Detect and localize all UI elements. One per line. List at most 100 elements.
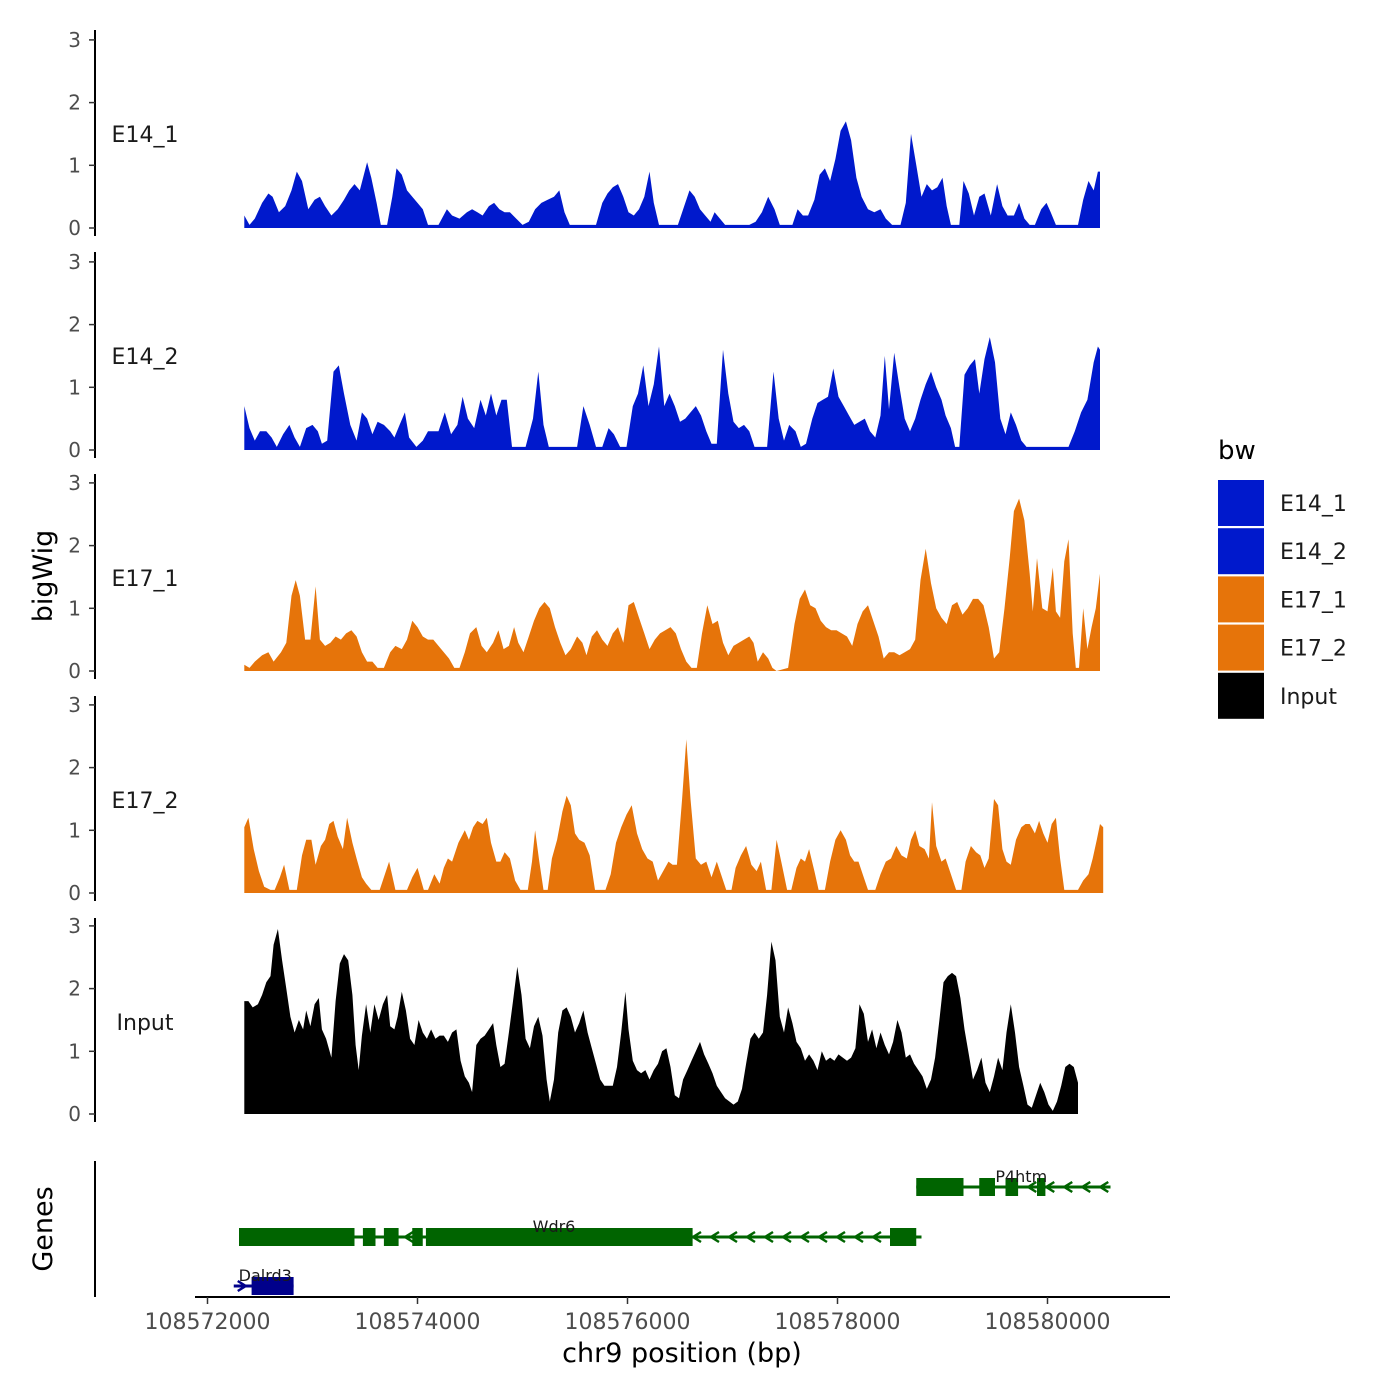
y-tick-label: 3 <box>68 693 81 717</box>
x-tick-label: 108572000 <box>145 1310 271 1335</box>
y-tick-label: 1 <box>68 596 81 620</box>
y-tick-label: 2 <box>68 977 81 1001</box>
y-tick-label: 2 <box>68 756 81 780</box>
y-tick-label: 2 <box>68 313 81 337</box>
y-tick-label: 1 <box>68 818 81 842</box>
legend-item-e17-2: E17_2 <box>1218 624 1347 671</box>
track-label: E14_1 <box>112 123 179 148</box>
y-tick-label: 3 <box>68 28 81 52</box>
legend: bw E14_1 E14_2 E17_1 E17_2 Input <box>1218 436 1347 719</box>
x-tick-label: 108574000 <box>355 1310 481 1335</box>
strand-arrow <box>870 1230 882 1244</box>
track-label: Input <box>117 1011 174 1036</box>
y-tick-label: 2 <box>68 91 81 115</box>
gene-exon <box>383 1228 399 1246</box>
gene-exon <box>916 1178 964 1196</box>
legend-item-input: Input <box>1218 672 1337 719</box>
strand-arrow <box>1025 1180 1037 1194</box>
gene-exon <box>890 1228 917 1246</box>
legend-swatch <box>1218 576 1264 623</box>
strand-arrow <box>816 1230 828 1244</box>
strand-arrow <box>726 1230 738 1244</box>
track-label: E17_1 <box>112 567 179 592</box>
legend-label: E17_2 <box>1280 637 1347 662</box>
legend-label: E17_1 <box>1280 588 1347 613</box>
series-area-e17-2 <box>244 739 1104 893</box>
strand-arrow <box>780 1230 792 1244</box>
strand-arrow <box>690 1230 702 1244</box>
legend-swatch <box>1218 624 1264 671</box>
gene-exon <box>979 1178 995 1196</box>
legend-label: E14_2 <box>1280 540 1347 565</box>
x-axis: 108572000 108574000 108576000 108578000 1085… <box>145 1296 1170 1369</box>
legend-item-e14-1: E14_1 <box>1218 480 1347 526</box>
x-tick-label: 108578000 <box>775 1310 901 1335</box>
series-area-e17-1 <box>244 498 1101 671</box>
legend-swatch <box>1218 672 1264 719</box>
legend-title: bw <box>1218 436 1256 466</box>
gene-exon <box>412 1228 423 1246</box>
x-tick-label: 108576000 <box>565 1310 691 1335</box>
y-axis-title: bigWig <box>28 530 59 623</box>
gene-dalrd3: Dalrd3 <box>233 1266 294 1295</box>
gene-label: P4htm <box>995 1167 1047 1186</box>
gene-exon <box>251 1277 294 1295</box>
x-axis-title: chr9 position (bp) <box>562 1338 802 1369</box>
legend-label: E14_1 <box>1280 492 1347 517</box>
y-tick-label: 1 <box>68 153 81 177</box>
y-tick-label: 0 <box>68 1102 81 1126</box>
track-input: 0 1 2 3 Input <box>68 914 1079 1126</box>
y-tick-label: 0 <box>68 881 81 905</box>
x-tick-label: 108580000 <box>985 1310 1111 1335</box>
gene-label: Wdr6 <box>533 1217 576 1236</box>
legend-swatch <box>1218 480 1264 526</box>
legend-label: Input <box>1280 685 1337 710</box>
gene-p4htm: P4htm <box>916 1167 1111 1196</box>
gene-exon <box>1005 1178 1019 1196</box>
strand-arrow <box>744 1230 756 1244</box>
y-tick-label: 1 <box>68 1039 81 1063</box>
y-tick-label: 0 <box>68 659 81 683</box>
genes-axis-title: Genes <box>28 1186 59 1271</box>
strand-arrow <box>798 1230 810 1244</box>
strand-arrow <box>1079 1180 1091 1194</box>
y-tick-label: 0 <box>68 216 81 240</box>
strand-arrow <box>708 1230 720 1244</box>
strand-arrow <box>852 1230 864 1244</box>
track-e14-2: 0 1 2 3 E14_2 <box>68 250 1101 462</box>
gene-exon <box>425 1228 693 1246</box>
gene-exon <box>362 1228 376 1246</box>
gene-exon <box>239 1228 355 1246</box>
track-label: E17_2 <box>112 789 179 814</box>
legend-item-e17-1: E17_1 <box>1218 576 1347 623</box>
track-panels: 0 1 2 3 E14_1 0 1 2 3 E14_2 0 1 2 3 E17_1 0 1 2 3 E17_2 0 1 2 3… <box>68 28 1104 1126</box>
track-e17-1: 0 1 2 3 E17_1 <box>68 471 1101 683</box>
y-tick-label: 0 <box>68 438 81 462</box>
strand-arrow <box>402 1230 414 1244</box>
strand-arrow <box>1043 1180 1055 1194</box>
gene-exon <box>1037 1178 1046 1196</box>
y-tick-label: 1 <box>68 375 81 399</box>
legend-item-e14-2: E14_2 <box>1218 528 1347 575</box>
y-tick-label: 2 <box>68 534 81 558</box>
series-area-input <box>244 929 1079 1114</box>
strand-arrow <box>834 1230 846 1244</box>
series-area-e14-2 <box>244 337 1101 450</box>
strand-arrow <box>762 1230 774 1244</box>
y-tick-label: 3 <box>68 250 81 274</box>
strand-arrow <box>237 1279 249 1293</box>
y-tick-label: 3 <box>68 471 81 495</box>
genes-panel: Genes P4htm Wdr6 Dalrd3 <box>28 1161 1111 1297</box>
legend-swatch <box>1218 528 1264 575</box>
series-area-e14-1 <box>244 121 1101 228</box>
track-e14-1: 0 1 2 3 E14_1 <box>68 28 1101 240</box>
strand-arrow <box>1097 1180 1109 1194</box>
track-label: E14_2 <box>112 345 179 370</box>
gene-wdr6: Wdr6 <box>239 1217 922 1246</box>
strand-arrow <box>1061 1180 1073 1194</box>
gene-label: Dalrd3 <box>239 1266 292 1285</box>
y-tick-label: 3 <box>68 914 81 938</box>
track-e17-2: 0 1 2 3 E17_2 <box>68 693 1104 905</box>
